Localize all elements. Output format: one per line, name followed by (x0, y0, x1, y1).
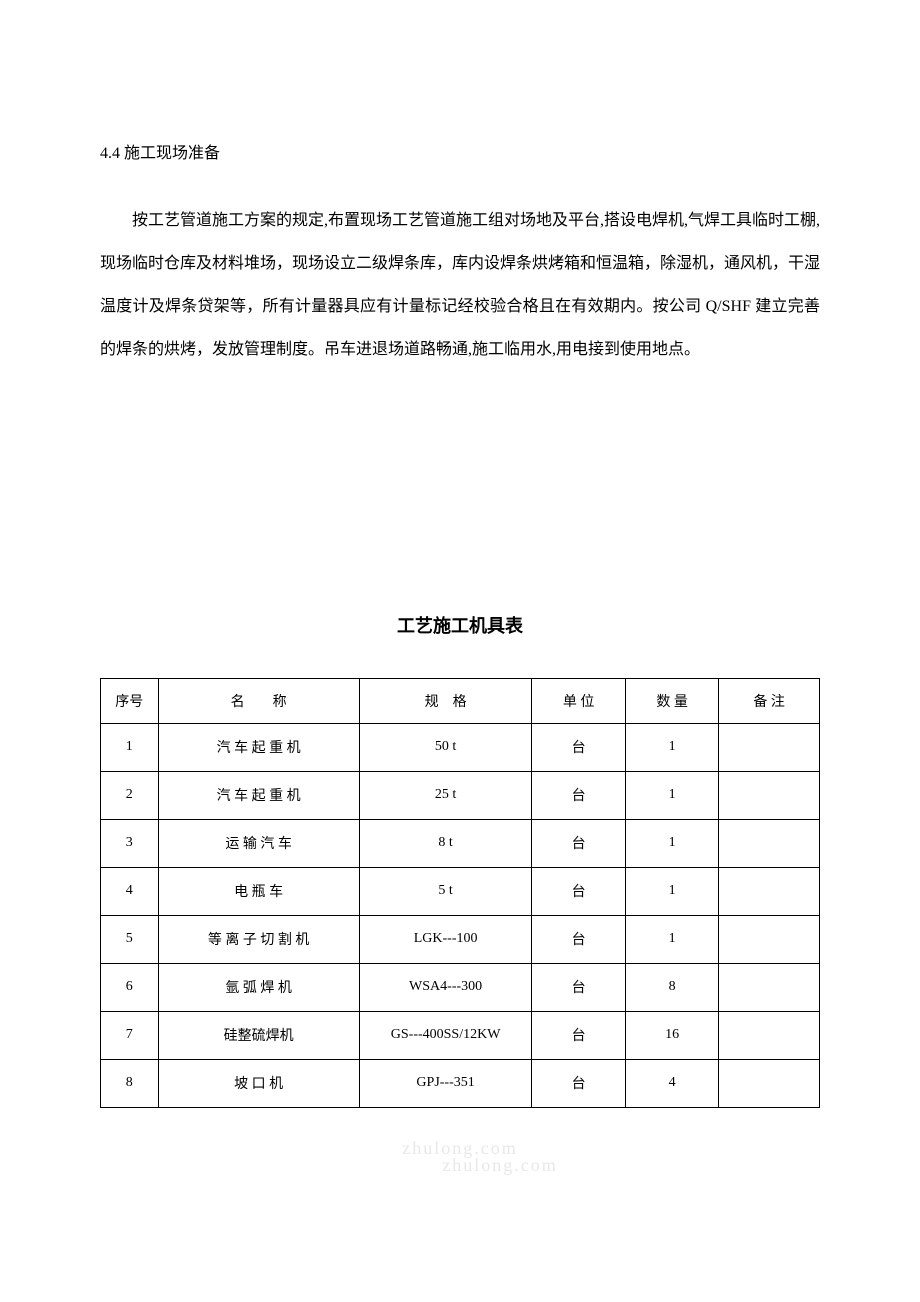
cell-qty: 1 (625, 915, 718, 963)
table-row: 3 运 输 汽 车 8 t 台 1 (101, 819, 820, 867)
table-header-row: 序号 名 称 规 格 单 位 数 量 备 注 (101, 678, 820, 723)
cell-spec: LGK---100 (359, 915, 532, 963)
cell-spec: 25 t (359, 771, 532, 819)
table-row: 8 坡 口 机 GPJ---351 台 4 (101, 1059, 820, 1107)
cell-unit: 台 (532, 723, 625, 771)
table-row: 6 氩 弧 焊 机 WSA4---300 台 8 (101, 963, 820, 1011)
cell-qty: 1 (625, 867, 718, 915)
cell-qty: 16 (625, 1011, 718, 1059)
cell-name: 汽 车 起 重 机 (158, 771, 359, 819)
cell-seq: 4 (101, 867, 159, 915)
cell-spec: WSA4---300 (359, 963, 532, 1011)
header-note: 备 注 (719, 678, 820, 723)
header-unit: 单 位 (532, 678, 625, 723)
cell-unit: 台 (532, 819, 625, 867)
cell-qty: 4 (625, 1059, 718, 1107)
cell-spec: 8 t (359, 819, 532, 867)
cell-name: 等 离 子 切 割 机 (158, 915, 359, 963)
cell-unit: 台 (532, 963, 625, 1011)
cell-name: 电 瓶 车 (158, 867, 359, 915)
equipment-table: 序号 名 称 规 格 单 位 数 量 备 注 1 汽 车 起 重 机 50 t … (100, 678, 820, 1108)
cell-unit: 台 (532, 1011, 625, 1059)
cell-qty: 1 (625, 771, 718, 819)
header-qty: 数 量 (625, 678, 718, 723)
cell-unit: 台 (532, 1059, 625, 1107)
section-heading: 4.4 施工现场准备 (100, 140, 820, 169)
watermark: zhulong.com zhulong.com (100, 1138, 820, 1176)
cell-spec: 50 t (359, 723, 532, 771)
cell-note (719, 915, 820, 963)
cell-note (719, 963, 820, 1011)
watermark-line2: zhulong.com (180, 1155, 820, 1176)
cell-seq: 2 (101, 771, 159, 819)
table-row: 7 硅整硫焊机 GS---400SS/12KW 台 16 (101, 1011, 820, 1059)
cell-qty: 1 (625, 819, 718, 867)
cell-name: 坡 口 机 (158, 1059, 359, 1107)
cell-seq: 6 (101, 963, 159, 1011)
cell-note (719, 771, 820, 819)
cell-note (719, 1059, 820, 1107)
cell-qty: 8 (625, 963, 718, 1011)
cell-qty: 1 (625, 723, 718, 771)
cell-unit: 台 (532, 771, 625, 819)
table-row: 4 电 瓶 车 5 t 台 1 (101, 867, 820, 915)
cell-spec: 5 t (359, 867, 532, 915)
cell-seq: 1 (101, 723, 159, 771)
header-seq: 序号 (101, 678, 159, 723)
cell-name: 硅整硫焊机 (158, 1011, 359, 1059)
cell-seq: 7 (101, 1011, 159, 1059)
cell-spec: GPJ---351 (359, 1059, 532, 1107)
cell-name: 汽 车 起 重 机 (158, 723, 359, 771)
table-title: 工艺施工机具表 (100, 612, 820, 638)
cell-seq: 8 (101, 1059, 159, 1107)
cell-name: 氩 弧 焊 机 (158, 963, 359, 1011)
cell-unit: 台 (532, 915, 625, 963)
cell-spec: GS---400SS/12KW (359, 1011, 532, 1059)
table-row: 2 汽 车 起 重 机 25 t 台 1 (101, 771, 820, 819)
cell-seq: 3 (101, 819, 159, 867)
header-name: 名 称 (158, 678, 359, 723)
table-row: 5 等 离 子 切 割 机 LGK---100 台 1 (101, 915, 820, 963)
table-row: 1 汽 车 起 重 机 50 t 台 1 (101, 723, 820, 771)
header-spec: 规 格 (359, 678, 532, 723)
cell-note (719, 1011, 820, 1059)
section-paragraph: 按工艺管道施工方案的规定,布置现场工艺管道施工组对场地及平台,搭设电焊机,气焊工… (100, 199, 820, 372)
cell-note (719, 819, 820, 867)
cell-unit: 台 (532, 867, 625, 915)
cell-note (719, 867, 820, 915)
cell-note (719, 723, 820, 771)
cell-seq: 5 (101, 915, 159, 963)
cell-name: 运 输 汽 车 (158, 819, 359, 867)
